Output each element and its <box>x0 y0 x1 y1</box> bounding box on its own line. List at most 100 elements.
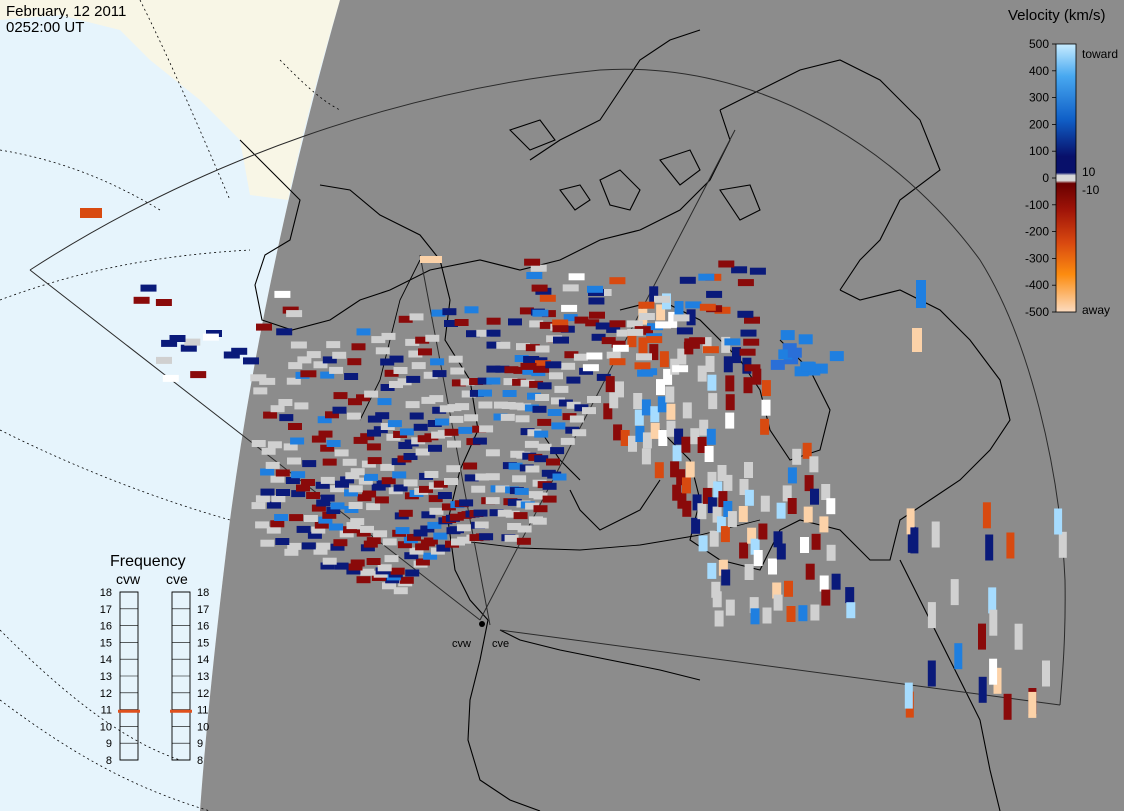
velocity-cell <box>776 502 786 519</box>
velocity-cell <box>532 517 547 525</box>
velocity-cell <box>677 492 687 509</box>
velocity-cell <box>515 415 530 423</box>
velocity-cell <box>270 475 285 483</box>
velocity-cell <box>320 562 335 570</box>
velocity-cell <box>800 537 809 553</box>
velocity-cell <box>562 284 579 292</box>
velocity-cell <box>350 468 365 476</box>
velocity-cell <box>366 503 381 511</box>
velocity-cell <box>533 365 550 373</box>
velocity-cell <box>156 356 172 364</box>
velocity-cell <box>333 392 348 400</box>
velocity-cell <box>810 604 820 621</box>
velocity-cell <box>266 526 281 534</box>
velocity-cell <box>390 567 405 575</box>
velocity-cell <box>360 544 375 552</box>
velocity-cell <box>549 372 563 380</box>
velocity-cell <box>704 446 714 462</box>
velocity-cell <box>463 462 478 470</box>
velocity-cell <box>469 378 484 385</box>
date-label: February, 12 2011 <box>6 3 126 20</box>
velocity-cell <box>550 447 565 455</box>
velocity-cell <box>356 328 371 336</box>
frequency-scale-label-left: 15 <box>100 637 112 649</box>
velocity-cell <box>251 502 266 510</box>
velocity-cell <box>513 512 528 520</box>
velocity-cell <box>433 532 448 540</box>
velocity-cell <box>744 462 753 478</box>
velocity-cell <box>493 413 508 421</box>
velocity-cell <box>276 328 293 336</box>
velocity-cell <box>706 428 716 445</box>
frequency-box-cve <box>171 591 191 761</box>
velocity-cell <box>520 362 537 370</box>
velocity-cell <box>316 499 331 507</box>
graticule <box>0 0 341 811</box>
velocity-cell <box>326 341 341 349</box>
velocity-cell <box>450 367 465 375</box>
velocity-cell <box>522 367 537 375</box>
velocity-cell <box>362 490 377 498</box>
velocity-cell <box>912 328 922 352</box>
velocity-cell <box>260 488 275 496</box>
velocity-cell <box>446 465 461 473</box>
velocity-cell <box>682 402 692 419</box>
velocity-cell <box>377 398 392 406</box>
velocity-cell <box>415 558 430 566</box>
velocity-cell <box>382 582 396 590</box>
velocity-cell <box>429 507 444 515</box>
legend-tick-label: -100 <box>1025 198 1049 212</box>
velocity-cell <box>931 521 940 548</box>
velocity-cell <box>761 399 771 416</box>
velocity-cell <box>301 479 315 486</box>
legend-tick-label: 300 <box>1029 91 1049 105</box>
velocity-cell <box>633 393 643 409</box>
velocity-cell <box>356 576 371 584</box>
velocity-cell <box>819 575 829 592</box>
velocity-cell <box>374 496 389 504</box>
frequency-scale-label-right: 8 <box>197 755 203 767</box>
velocity-cell <box>707 562 717 579</box>
velocity-cell <box>553 336 569 344</box>
velocity-cell <box>274 514 289 521</box>
velocity-cell <box>500 413 515 421</box>
velocity-cell <box>562 413 577 421</box>
velocity-cell <box>683 341 700 349</box>
velocity-cell <box>451 379 466 387</box>
velocity-cell <box>350 559 365 567</box>
velocity-cell <box>533 492 548 500</box>
velocity-cell <box>794 366 809 377</box>
velocity-cell <box>485 449 500 457</box>
velocity-cell <box>256 323 272 331</box>
velocity-cell <box>169 335 186 342</box>
velocity-cell <box>725 394 735 411</box>
velocity-cell <box>732 347 741 364</box>
velocity-cell <box>655 321 672 329</box>
velocity-cell <box>380 463 395 471</box>
velocity-cell <box>724 338 741 346</box>
velocity-cell <box>403 453 418 460</box>
velocity-cell <box>585 319 600 327</box>
velocity-cell <box>285 477 300 484</box>
velocity-cell <box>634 362 651 370</box>
velocity-cell <box>904 682 913 709</box>
velocity-cell <box>428 444 442 452</box>
velocity-cell <box>503 378 518 386</box>
velocity-cell <box>551 397 565 405</box>
velocity-cell <box>284 548 299 556</box>
velocity-cell <box>537 382 552 390</box>
velocity-cell <box>573 353 588 361</box>
velocity-cells <box>80 208 1067 720</box>
velocity-cell <box>457 536 472 544</box>
velocity-cell <box>697 365 707 382</box>
velocity-cell <box>333 539 348 547</box>
velocity-cell <box>532 405 547 413</box>
velocity-cell <box>572 429 587 437</box>
velocity-cell <box>399 428 414 436</box>
velocity-cell <box>707 374 717 391</box>
velocity-cell <box>708 393 718 410</box>
velocity-cell <box>768 558 777 575</box>
velocity-cell <box>676 469 686 486</box>
velocity-cell <box>427 521 442 529</box>
velocity-cell <box>613 424 623 441</box>
